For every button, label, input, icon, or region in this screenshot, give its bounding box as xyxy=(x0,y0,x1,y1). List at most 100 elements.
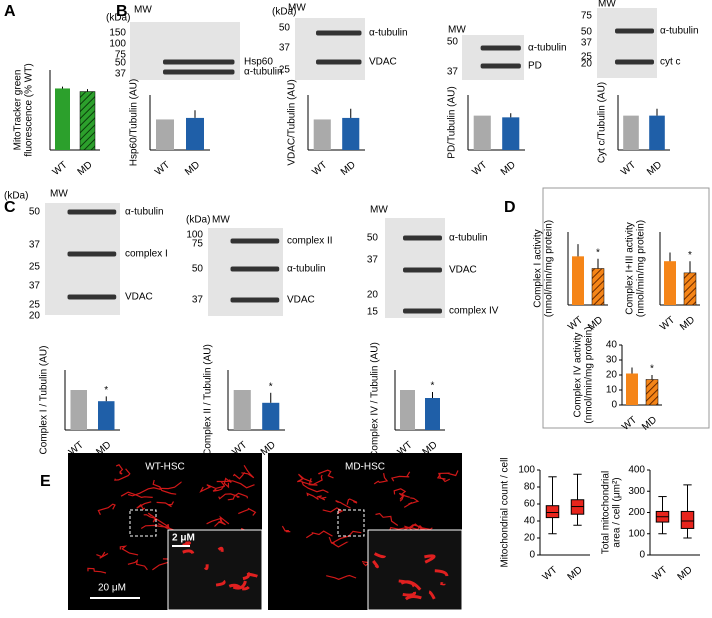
bar xyxy=(186,118,204,150)
mw-marker: 37 xyxy=(581,38,593,49)
band xyxy=(163,60,235,65)
x-tick-label: MD xyxy=(678,315,697,333)
bar xyxy=(684,273,696,305)
significance-mark: * xyxy=(596,247,600,258)
y-axis-label: MitoTracker green xyxy=(13,70,24,151)
bar xyxy=(342,118,359,150)
y-axis-label: Complex IV activity xyxy=(573,332,584,417)
y-tick-label: 0 xyxy=(639,550,645,561)
x-tick-label: WT xyxy=(619,160,638,178)
band-label: α-tubulin xyxy=(125,207,164,218)
y-axis-label: VDAC/Tubulin (AU) xyxy=(287,79,298,165)
blot-unit: (kDa) xyxy=(186,215,210,226)
mw-marker: 37 xyxy=(367,255,379,266)
blot-image xyxy=(462,35,524,80)
bar xyxy=(55,88,70,150)
mw-marker: 75 xyxy=(581,11,593,22)
bar xyxy=(425,398,440,430)
bar xyxy=(572,256,584,305)
x-tick-label: WT xyxy=(153,160,172,178)
micrograph-label: MD-HSC xyxy=(345,462,385,473)
x-tick-label: MD xyxy=(566,565,585,583)
panel-label: D xyxy=(504,199,516,216)
mw-marker: 50 xyxy=(447,37,459,48)
blot-image xyxy=(295,18,365,80)
bar xyxy=(664,261,676,305)
box xyxy=(546,506,559,518)
x-tick-label: WT xyxy=(658,315,677,333)
bar xyxy=(314,119,331,150)
band-label: complex I xyxy=(125,249,168,260)
y-tick-label: 200 xyxy=(628,507,645,518)
mw-marker: 37 xyxy=(447,67,459,78)
x-tick-label: MD xyxy=(76,160,95,178)
y-axis-label: PD/Tubulin (AU) xyxy=(447,86,458,158)
y-axis-label: Complex I activity xyxy=(533,229,544,307)
y-tick-label: 40 xyxy=(524,516,536,527)
x-tick-label: WT xyxy=(310,160,329,178)
y-tick-label: 100 xyxy=(518,465,535,476)
band xyxy=(403,268,442,273)
band xyxy=(68,210,117,215)
y-tick-label: 20 xyxy=(524,533,536,544)
y-tick-label: 40 xyxy=(606,340,618,351)
blot-mw: MW xyxy=(50,189,68,200)
significance-mark: * xyxy=(650,364,654,375)
mw-marker: 25 xyxy=(29,300,41,311)
bar xyxy=(592,269,604,306)
mw-marker: 25 xyxy=(279,65,291,76)
x-tick-label: WT xyxy=(620,415,639,433)
bar xyxy=(474,116,491,150)
panel-label: C xyxy=(4,199,16,216)
blot-unit: (kDa) xyxy=(106,13,130,24)
y-axis-label: Mitochondrial count / cell xyxy=(500,457,511,567)
y-axis-label: fluorescence (% WT) xyxy=(24,63,35,156)
y-tick-label: 0 xyxy=(529,550,535,561)
mw-marker: 37 xyxy=(279,43,291,54)
band-label: VDAC xyxy=(449,265,477,276)
band-label: α-tubulin xyxy=(528,43,567,54)
mw-marker: 37 xyxy=(115,69,127,80)
y-axis-label: Complex IV / Tubulin (AU) xyxy=(370,342,381,458)
band xyxy=(481,46,521,51)
x-tick-label: MD xyxy=(339,160,358,178)
blot-mw: MW xyxy=(288,3,306,14)
bar xyxy=(262,403,279,430)
y-axis-label: (nmol/min/mg protein) xyxy=(544,220,555,317)
band-label: VDAC xyxy=(369,57,397,68)
band xyxy=(231,239,280,244)
x-tick-label: MD xyxy=(499,160,518,178)
significance-mark: * xyxy=(431,381,435,392)
band xyxy=(68,252,117,257)
y-axis-label: Complex I+III activity xyxy=(625,222,636,315)
bar xyxy=(234,390,251,430)
mw-marker: 100 xyxy=(109,39,126,50)
significance-mark: * xyxy=(104,385,108,396)
band-label: α-tubulin xyxy=(287,264,326,275)
y-tick-label: 0 xyxy=(611,400,617,411)
x-tick-label: MD xyxy=(645,160,664,178)
significance-mark: * xyxy=(269,381,273,392)
bar xyxy=(502,117,519,150)
band xyxy=(403,236,442,241)
mw-marker: 15 xyxy=(367,307,379,318)
blot-mw: MW xyxy=(370,205,388,216)
y-tick-label: 300 xyxy=(628,486,645,497)
bar xyxy=(646,380,658,406)
mw-marker: 50 xyxy=(29,207,41,218)
x-tick-label: WT xyxy=(51,160,70,178)
x-tick-label: MD xyxy=(183,160,202,178)
band-label: VDAC xyxy=(287,295,315,306)
mw-marker: 20 xyxy=(581,59,593,70)
y-tick-label: 30 xyxy=(606,355,618,366)
band xyxy=(615,60,654,65)
bar xyxy=(71,390,88,430)
x-tick-label: MD xyxy=(640,415,659,433)
band xyxy=(316,60,362,65)
band-label: α-tubulin xyxy=(660,26,699,37)
micrograph-label: WT-HSC xyxy=(145,462,184,473)
mw-marker: 150 xyxy=(109,28,126,39)
bar xyxy=(400,390,415,430)
bar xyxy=(80,92,95,150)
y-axis-label: (nmol/min/mg protein) xyxy=(584,326,595,423)
